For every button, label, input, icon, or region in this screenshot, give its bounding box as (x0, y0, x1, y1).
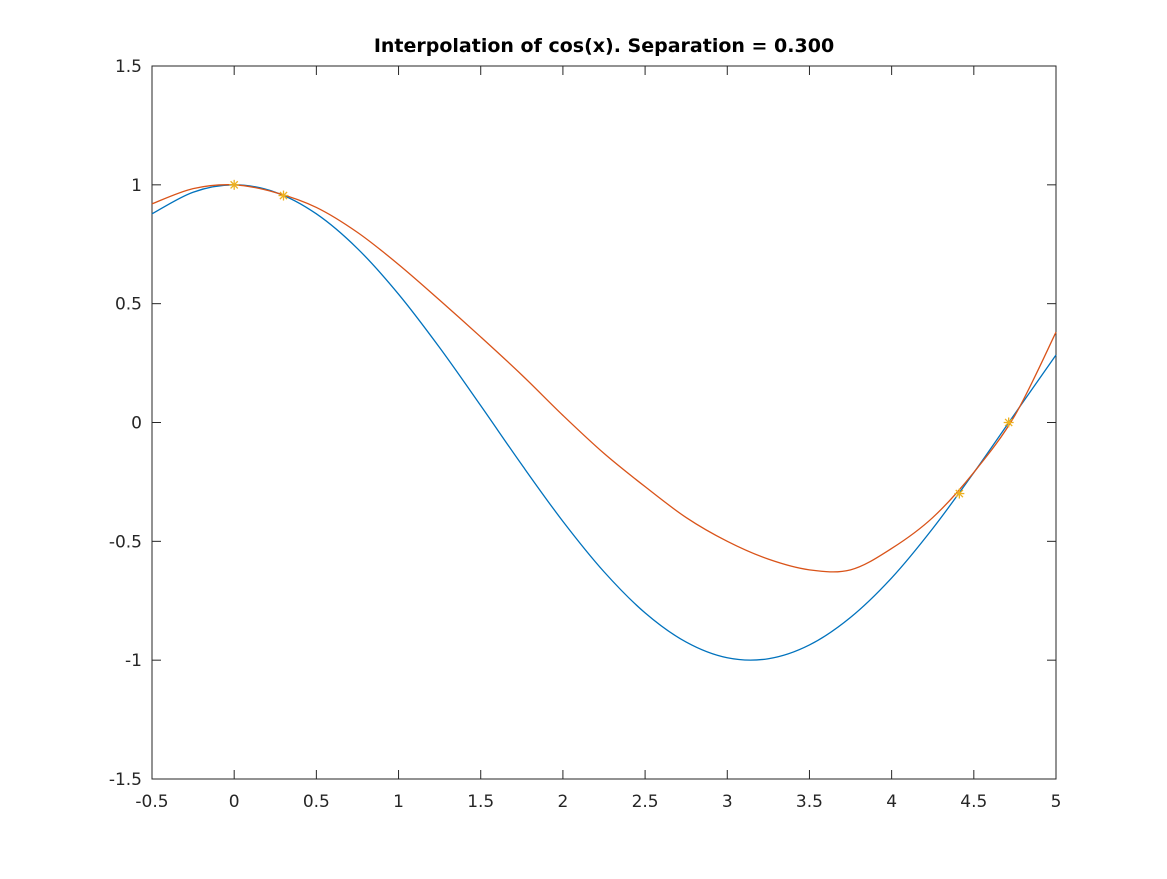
x-tick-label: 2.5 (632, 792, 659, 812)
chart-title: Interpolation of cos(x). Separation = 0.… (374, 35, 834, 57)
x-tick-label: -0.5 (135, 792, 168, 812)
data-point-marker (278, 190, 289, 201)
series-line-blue (151, 184, 1057, 661)
asterisk-stroke (1004, 418, 1013, 427)
series-line-orange (151, 184, 1057, 573)
x-tick-label: 1.5 (467, 792, 494, 812)
x-tick-label: 5 (1051, 792, 1062, 812)
data-point-marker (229, 179, 240, 190)
x-tick-label: 0.5 (303, 792, 330, 812)
y-tick-label: -1.5 (109, 770, 142, 790)
x-tick-label: 1 (393, 792, 404, 812)
asterisk-stroke (279, 191, 288, 200)
x-tick-label: 4 (886, 792, 897, 812)
plot-area (151, 65, 1057, 780)
tick-layer: -0.5 0 0.5 1 1.5 2 2.5 3 3.5 4 4.5 5 -1.5 -1 -0.5 0 0.5 1… (109, 57, 1062, 812)
data-point-marker (1003, 417, 1014, 428)
asterisk-stroke (230, 180, 239, 189)
x-tick-label: 0 (229, 792, 240, 812)
y-tick-label: 1.5 (115, 57, 142, 77)
y-tick-label: -0.5 (109, 532, 142, 552)
y-tick-label: 0 (131, 414, 142, 434)
x-tick-label: 2 (557, 792, 568, 812)
asterisk-stroke (955, 489, 964, 498)
y-tick-label: -1 (125, 651, 142, 671)
x-tick-label: 3 (722, 792, 733, 812)
y-tick-label: 1 (131, 176, 142, 196)
x-tick-label: 4.5 (960, 792, 987, 812)
data-point-marker (954, 488, 965, 499)
y-tick-label: 0.5 (115, 295, 142, 315)
x-tick-label: 3.5 (796, 792, 823, 812)
series-layer (151, 179, 1057, 661)
